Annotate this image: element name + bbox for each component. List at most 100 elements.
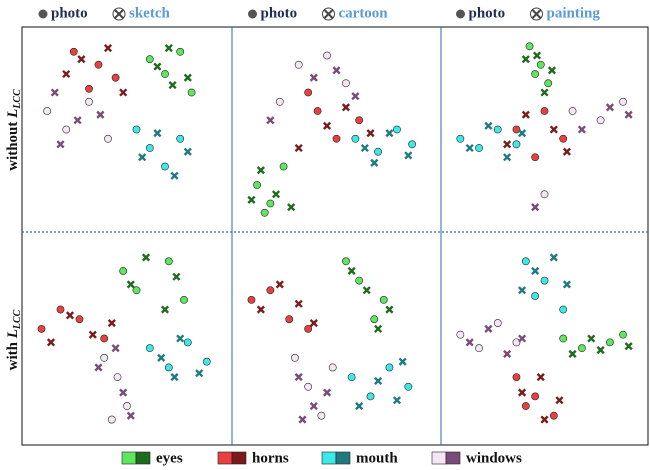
point-cross bbox=[170, 373, 179, 382]
photo-icon bbox=[456, 9, 465, 19]
series bbox=[465, 121, 527, 162]
point-cross bbox=[366, 129, 375, 138]
point-photo bbox=[187, 88, 196, 97]
point-cross bbox=[547, 66, 557, 75]
row-text: without bbox=[5, 122, 21, 171]
point-cross bbox=[362, 286, 371, 295]
point-photo bbox=[37, 324, 46, 333]
point-cross bbox=[484, 324, 493, 333]
point-cross bbox=[176, 334, 185, 343]
legend-label: mouth bbox=[356, 450, 398, 466]
point-photo bbox=[291, 353, 299, 362]
point-cross bbox=[531, 266, 540, 275]
series bbox=[347, 363, 413, 401]
point-cross bbox=[103, 44, 113, 53]
header-domain: photo bbox=[261, 5, 298, 21]
point-photo bbox=[408, 140, 416, 149]
series bbox=[275, 51, 350, 106]
point-cross bbox=[596, 346, 605, 355]
point-cross bbox=[355, 402, 364, 411]
point-cross bbox=[266, 116, 275, 125]
point-photo bbox=[385, 363, 394, 372]
point-photo bbox=[275, 97, 284, 106]
point-cross bbox=[536, 373, 545, 382]
legend-swatch bbox=[135, 451, 151, 465]
point-cross bbox=[332, 66, 341, 75]
point-cross bbox=[484, 121, 493, 130]
point-photo bbox=[493, 125, 502, 134]
point-photo bbox=[104, 134, 112, 143]
point-cross bbox=[398, 357, 407, 366]
point-cross bbox=[62, 69, 71, 79]
series bbox=[456, 319, 521, 353]
point-cross bbox=[531, 203, 540, 212]
legend-label: eyes bbox=[156, 450, 183, 466]
legend-label: windows bbox=[466, 450, 522, 466]
point-cross bbox=[46, 338, 56, 347]
legend-swatch bbox=[445, 451, 461, 465]
point-cross bbox=[183, 73, 192, 82]
point-cross bbox=[532, 51, 542, 60]
point-cross bbox=[605, 103, 614, 112]
point-photo bbox=[531, 392, 540, 401]
series bbox=[138, 129, 192, 180]
point-cross bbox=[503, 140, 512, 149]
point-photo bbox=[202, 357, 211, 366]
point-photo bbox=[393, 125, 401, 134]
series bbox=[247, 286, 313, 333]
point-photo bbox=[596, 116, 605, 125]
point-cross bbox=[374, 376, 383, 386]
point-cross bbox=[294, 373, 303, 382]
point-cross bbox=[568, 349, 577, 358]
point-photo bbox=[266, 199, 275, 208]
point-photo bbox=[342, 257, 350, 266]
cross-icon-ring bbox=[322, 7, 335, 21]
point-photo bbox=[540, 276, 549, 285]
point-cross bbox=[271, 190, 281, 199]
cross-icon bbox=[114, 9, 124, 19]
series bbox=[294, 103, 375, 153]
point-photo bbox=[521, 257, 530, 266]
point-cross bbox=[96, 110, 105, 119]
series bbox=[360, 129, 413, 167]
point-cross bbox=[540, 415, 549, 424]
series bbox=[347, 266, 394, 333]
series bbox=[518, 253, 571, 295]
series bbox=[46, 311, 116, 347]
series bbox=[342, 257, 388, 324]
point-cross bbox=[170, 171, 179, 180]
point-photo bbox=[164, 363, 173, 372]
point-cross bbox=[172, 272, 181, 281]
legend-label: horns bbox=[252, 450, 289, 466]
row-subscript: LCC bbox=[12, 89, 23, 110]
point-photo bbox=[559, 305, 568, 314]
series bbox=[69, 47, 120, 93]
point-photo bbox=[540, 190, 549, 199]
point-photo bbox=[304, 324, 313, 333]
cross-icon-ring bbox=[530, 7, 543, 21]
series bbox=[559, 330, 627, 353]
point-cross bbox=[195, 369, 204, 378]
series bbox=[521, 51, 557, 97]
point-cross bbox=[518, 388, 527, 397]
point-cross bbox=[111, 344, 120, 353]
point-photo bbox=[279, 162, 288, 171]
row-symbol: L bbox=[5, 329, 21, 339]
point-cross bbox=[56, 140, 65, 149]
series bbox=[132, 125, 185, 171]
point-photo bbox=[145, 344, 154, 353]
point-photo bbox=[531, 292, 540, 300]
series bbox=[145, 338, 211, 372]
point-cross bbox=[94, 363, 103, 372]
series bbox=[253, 162, 288, 217]
point-photo bbox=[525, 42, 534, 51]
series bbox=[266, 66, 360, 125]
point-photo bbox=[512, 125, 521, 134]
point-cross bbox=[360, 143, 369, 153]
point-cross bbox=[518, 334, 527, 343]
series bbox=[153, 44, 192, 90]
point-cross bbox=[138, 153, 147, 162]
series bbox=[37, 305, 109, 343]
point-cross bbox=[275, 280, 284, 289]
